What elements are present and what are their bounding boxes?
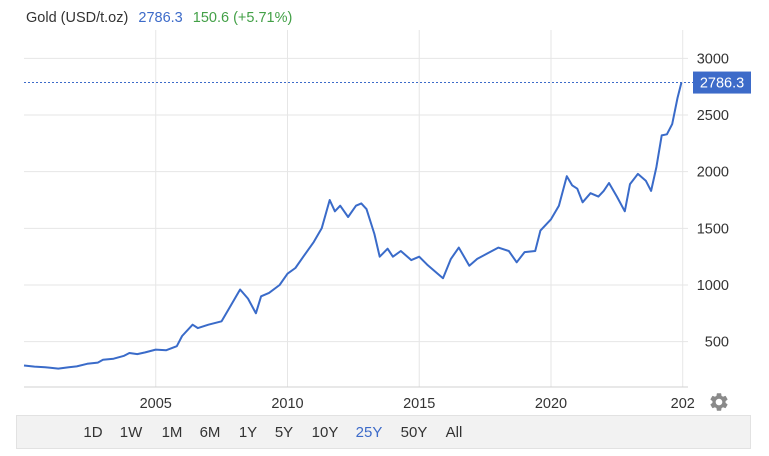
range-button-10y[interactable]: 10Y xyxy=(311,424,339,441)
range-button-1d[interactable]: 1D xyxy=(83,424,103,441)
time-range-bar: 1D 1W 1M 6M 1Y 5Y 10Y 25Y 50Y All xyxy=(16,415,751,449)
gear-icon[interactable] xyxy=(708,391,730,413)
y-tick-label: 500 xyxy=(705,335,729,351)
price-series-line xyxy=(23,82,683,370)
chart-header: Gold (USD/t.oz) 2786.3 150.6 (+5.71%) xyxy=(26,10,298,26)
horizontal-gridlines xyxy=(24,57,688,343)
y-axis-ticks: 500 1000 1500 2000 2500 3000 xyxy=(697,51,729,350)
range-button-1m[interactable]: 1M xyxy=(161,424,183,441)
range-button-all[interactable]: All xyxy=(445,424,463,441)
x-tick-label: 2020 xyxy=(535,396,567,412)
range-button-6m[interactable]: 6M xyxy=(199,424,221,441)
x-tick-label: 2005 xyxy=(140,396,172,412)
y-tick-label: 3000 xyxy=(697,51,729,67)
y-tick-label: 1500 xyxy=(697,221,729,237)
x-tick-label: 202 xyxy=(671,396,695,412)
x-tick-label: 2015 xyxy=(403,396,435,412)
y-tick-label: 2500 xyxy=(697,108,729,124)
range-button-25y[interactable]: 25Y xyxy=(355,424,383,441)
range-button-1y[interactable]: 1Y xyxy=(238,424,258,441)
current-price-tag-text: 2786.3 xyxy=(700,76,744,92)
x-axis-ticks: 2005 2010 2015 2020 202 xyxy=(140,396,695,412)
instrument-title: Gold (USD/t.oz) xyxy=(26,10,129,26)
price-change: 150.6 (+5.71%) xyxy=(192,10,293,26)
range-button-1w[interactable]: 1W xyxy=(119,424,143,441)
current-price-tag: 2786.3 xyxy=(693,71,751,94)
x-tick-label: 2010 xyxy=(271,396,303,412)
vertical-gridlines xyxy=(155,30,684,387)
y-tick-label: 2000 xyxy=(697,165,729,181)
y-tick-label: 1000 xyxy=(697,278,729,294)
range-button-5y[interactable]: 5Y xyxy=(274,424,294,441)
range-button-50y[interactable]: 50Y xyxy=(400,424,428,441)
last-price: 2786.3 xyxy=(138,10,183,26)
